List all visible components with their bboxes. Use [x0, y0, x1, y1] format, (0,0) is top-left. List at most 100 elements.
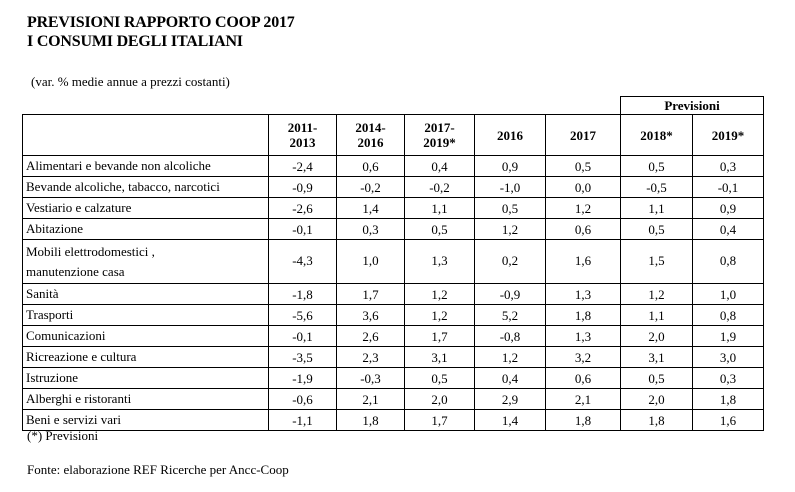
column-header: 2014- 2016 [336, 114, 405, 156]
value-cell: 1,9 [692, 325, 764, 347]
table-row: Istruzione -1,9 -0,3 0,5 0,4 0,6 0,5 0,3 [22, 367, 764, 389]
value-cell: 0,5 [620, 155, 693, 177]
row-label-line: Vestiario e calzature [26, 200, 132, 215]
column-header-line: 2016 [497, 127, 523, 143]
value-cell: 0,5 [404, 218, 475, 240]
value-cell: 0,4 [404, 155, 475, 177]
value-cell: 2,3 [336, 346, 405, 368]
value-cell: 1,3 [545, 283, 621, 305]
value-cell: -1,8 [268, 283, 337, 305]
row-label: Trasporti [22, 304, 269, 326]
row-label-line: Mobili elettrodomestici , [26, 243, 155, 259]
row-label-line: Alimentari e bevande non alcoliche [26, 158, 211, 173]
value-cell: 1,7 [404, 325, 475, 347]
row-label: Abitazione [22, 218, 269, 240]
column-header-line: 2013 [289, 135, 316, 150]
value-cell: 5,2 [474, 304, 546, 326]
value-cell: -1,0 [474, 176, 546, 198]
value-cell: 1,2 [474, 346, 546, 368]
value-cell: 1,8 [545, 409, 621, 431]
value-cell: 1,0 [336, 239, 405, 284]
row-label: Bevande alcoliche, tabacco, narcotici [22, 176, 269, 198]
row-label: Ricreazione e cultura [22, 346, 269, 368]
column-header: 2017 [545, 114, 621, 156]
value-cell: -0,1 [692, 176, 764, 198]
value-cell: 2,1 [545, 388, 621, 410]
value-cell: -2,6 [268, 197, 337, 219]
value-cell: -5,6 [268, 304, 337, 326]
row-label-line: Abitazione [26, 221, 84, 236]
value-cell: -0,9 [268, 176, 337, 198]
column-header-line: 2011- [287, 120, 318, 135]
value-cell: 0,2 [474, 239, 546, 284]
column-header-line: 2016 [357, 135, 384, 150]
value-cell: 2,9 [474, 388, 546, 410]
value-cell: -4,3 [268, 239, 337, 284]
value-cell: 0,6 [336, 155, 405, 177]
row-label-line: Alberghi e ristoranti [26, 391, 132, 406]
row-label: Vestiario e calzature [22, 197, 269, 219]
value-cell: 0,3 [692, 155, 764, 177]
value-cell: 1,6 [692, 409, 764, 431]
value-cell: 0,6 [545, 367, 621, 389]
value-cell: 3,0 [692, 346, 764, 368]
value-cell: 1,1 [404, 197, 475, 219]
table-row: Comunicazioni -0,1 2,6 1,7 -0,8 1,3 2,0 1,9 [22, 325, 764, 347]
value-cell: 2,0 [620, 325, 693, 347]
row-label: Sanità [22, 283, 269, 305]
table-header: Previsioni 2011- 2013 2014- 2016 2017- 2019* 2… [22, 96, 764, 156]
table-row: Bevande alcoliche, tabacco, narcotici -0,… [22, 176, 764, 198]
forecast-group-header: Previsioni [620, 96, 764, 115]
value-cell: 1,6 [545, 239, 621, 284]
column-header-row: 2011- 2013 2014- 2016 2017- 2019* 2016 2017 2018… [22, 114, 764, 156]
value-cell: -1,9 [268, 367, 337, 389]
value-cell: 0,8 [692, 304, 764, 326]
value-cell: -0,2 [336, 176, 405, 198]
row-label-line: Beni e servizi vari [26, 412, 121, 427]
value-cell: 0,5 [620, 218, 693, 240]
value-cell: -0,1 [268, 325, 337, 347]
column-header-line: 2018* [640, 127, 673, 143]
row-label: Mobili elettrodomestici , manutenzione ca… [22, 239, 269, 284]
value-cell: 3,6 [336, 304, 405, 326]
label-column-header [22, 114, 269, 156]
column-header-line: 2014- [355, 120, 386, 135]
row-label: Istruzione [22, 367, 269, 389]
value-cell: -1,1 [268, 409, 337, 431]
column-header: 2016 [474, 114, 546, 156]
row-label-line: Bevande alcoliche, tabacco, narcotici [26, 179, 220, 194]
value-cell: -2,4 [268, 155, 337, 177]
value-cell: 3,1 [620, 346, 693, 368]
value-cell: 0,0 [545, 176, 621, 198]
value-cell: -3,5 [268, 346, 337, 368]
table-row: Beni e servizi vari -1,1 1,8 1,7 1,4 1,8 1,8 1,… [22, 409, 764, 431]
value-cell: -0,6 [268, 388, 337, 410]
value-cell: 1,2 [404, 283, 475, 305]
value-cell: 1,4 [336, 197, 405, 219]
value-cell: 1,7 [336, 283, 405, 305]
value-cell: 1,8 [545, 304, 621, 326]
row-label-line: Istruzione [26, 370, 78, 385]
value-cell: 0,5 [474, 197, 546, 219]
column-header-line: 2019* [423, 135, 456, 150]
column-header-line: 2017 [570, 127, 596, 143]
value-cell: 0,9 [474, 155, 546, 177]
value-cell: 1,1 [620, 197, 693, 219]
value-cell: -0,3 [336, 367, 405, 389]
value-cell: 1,0 [692, 283, 764, 305]
value-cell: 0,3 [336, 218, 405, 240]
column-header: 2011- 2013 [268, 114, 337, 156]
row-label-line: Comunicazioni [26, 328, 106, 343]
value-cell: 3,2 [545, 346, 621, 368]
table-row: Abitazione -0,1 0,3 0,5 1,2 0,6 0,5 0,4 [22, 218, 764, 240]
column-header-line: 2019* [711, 127, 745, 143]
row-label: Comunicazioni [22, 325, 269, 347]
value-cell: 1,8 [336, 409, 405, 431]
column-header-line: 2017- [424, 120, 455, 135]
footnote: (*) Previsioni [27, 428, 99, 443]
row-label: Alberghi e ristoranti [22, 388, 269, 410]
value-cell: -0,8 [474, 325, 546, 347]
value-cell: 1,5 [620, 239, 693, 284]
value-cell: 1,2 [404, 304, 475, 326]
value-cell: 0,5 [620, 367, 693, 389]
